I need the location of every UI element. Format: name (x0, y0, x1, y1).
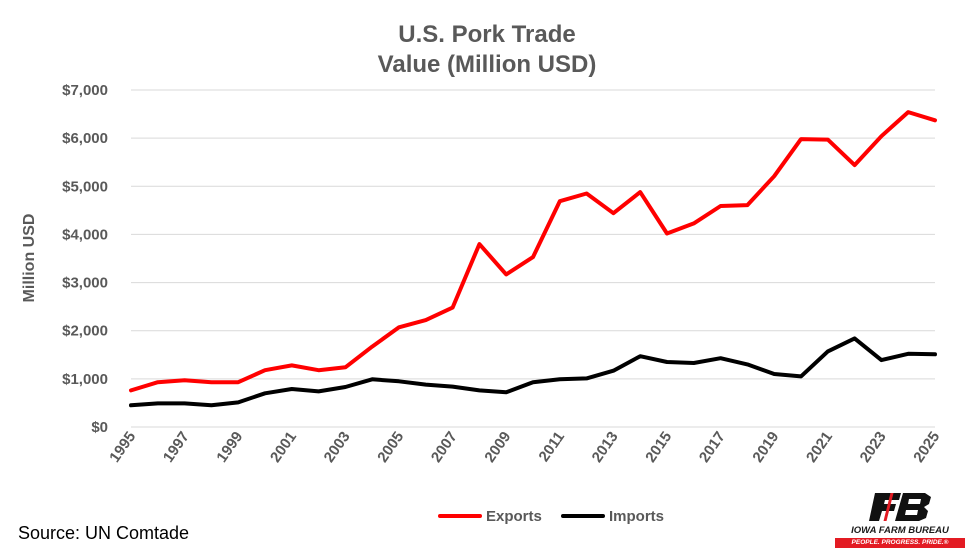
x-tick-label: 2017 (696, 429, 729, 466)
y-tick-label: $0 (91, 419, 108, 436)
series-line-imports (129, 336, 937, 408)
x-tick-label: 2007 (428, 429, 461, 466)
chart-title: U.S. Pork Trade Value (Million USD) (378, 21, 597, 78)
legend-label-imports: Imports (609, 508, 664, 525)
x-tick-label: 2003 (321, 429, 354, 466)
y-tick-label: $7,000 (62, 82, 108, 99)
y-tick-label: $5,000 (62, 178, 108, 195)
x-tick-label: 2019 (749, 429, 782, 466)
x-axis-ticks: 1995 1997 1999 2001 2003 2005 2007 2009 2011 2013… (106, 429, 943, 466)
chart-title-line: Value (Million USD) (378, 51, 597, 78)
logo-name: IOWA FARM BUREAU (851, 525, 949, 536)
y-tick-label: $4,000 (62, 226, 108, 243)
series-lines (129, 110, 937, 408)
legend: Exports Imports (438, 508, 664, 525)
y-axis-title: Million USD (21, 214, 38, 303)
gridlines (131, 89, 935, 428)
y-tick-label: $2,000 (62, 323, 108, 340)
x-tick-label: 1995 (106, 429, 139, 466)
x-tick-label: 2021 (803, 429, 836, 466)
fb-logo-icon (869, 493, 931, 521)
series-line-exports (129, 110, 937, 393)
x-tick-label: 1997 (160, 429, 193, 466)
chart-title-line: U.S. Pork Trade (398, 21, 575, 48)
legend-label-exports: Exports (486, 508, 542, 525)
source-note: Source: UN Comtade (18, 523, 190, 543)
x-tick-label: 1999 (213, 429, 246, 466)
x-tick-label: 2013 (589, 429, 622, 466)
x-tick-label: 2025 (910, 429, 943, 466)
x-tick-label: 2023 (857, 429, 890, 466)
y-tick-label: $6,000 (62, 130, 108, 147)
y-tick-label: $1,000 (62, 371, 108, 388)
x-tick-label: 2009 (481, 429, 514, 466)
logo-tagline: PEOPLE. PROGRESS. PRIDE.® (835, 538, 965, 548)
x-tick-label: 2011 (535, 429, 568, 465)
y-axis-ticks: $0 $1,000 $2,000 $3,000 $4,000 $5,000 $6,000 $7… (62, 82, 108, 436)
iowa-farm-bureau-logo: IOWA FARM BUREAU PEOPLE. PROGRESS. PRIDE… (833, 491, 967, 549)
x-tick-label: 2005 (374, 429, 407, 466)
y-tick-label: $3,000 (62, 275, 108, 292)
x-tick-label: 2015 (642, 429, 675, 466)
x-tick-label: 2001 (267, 429, 300, 466)
